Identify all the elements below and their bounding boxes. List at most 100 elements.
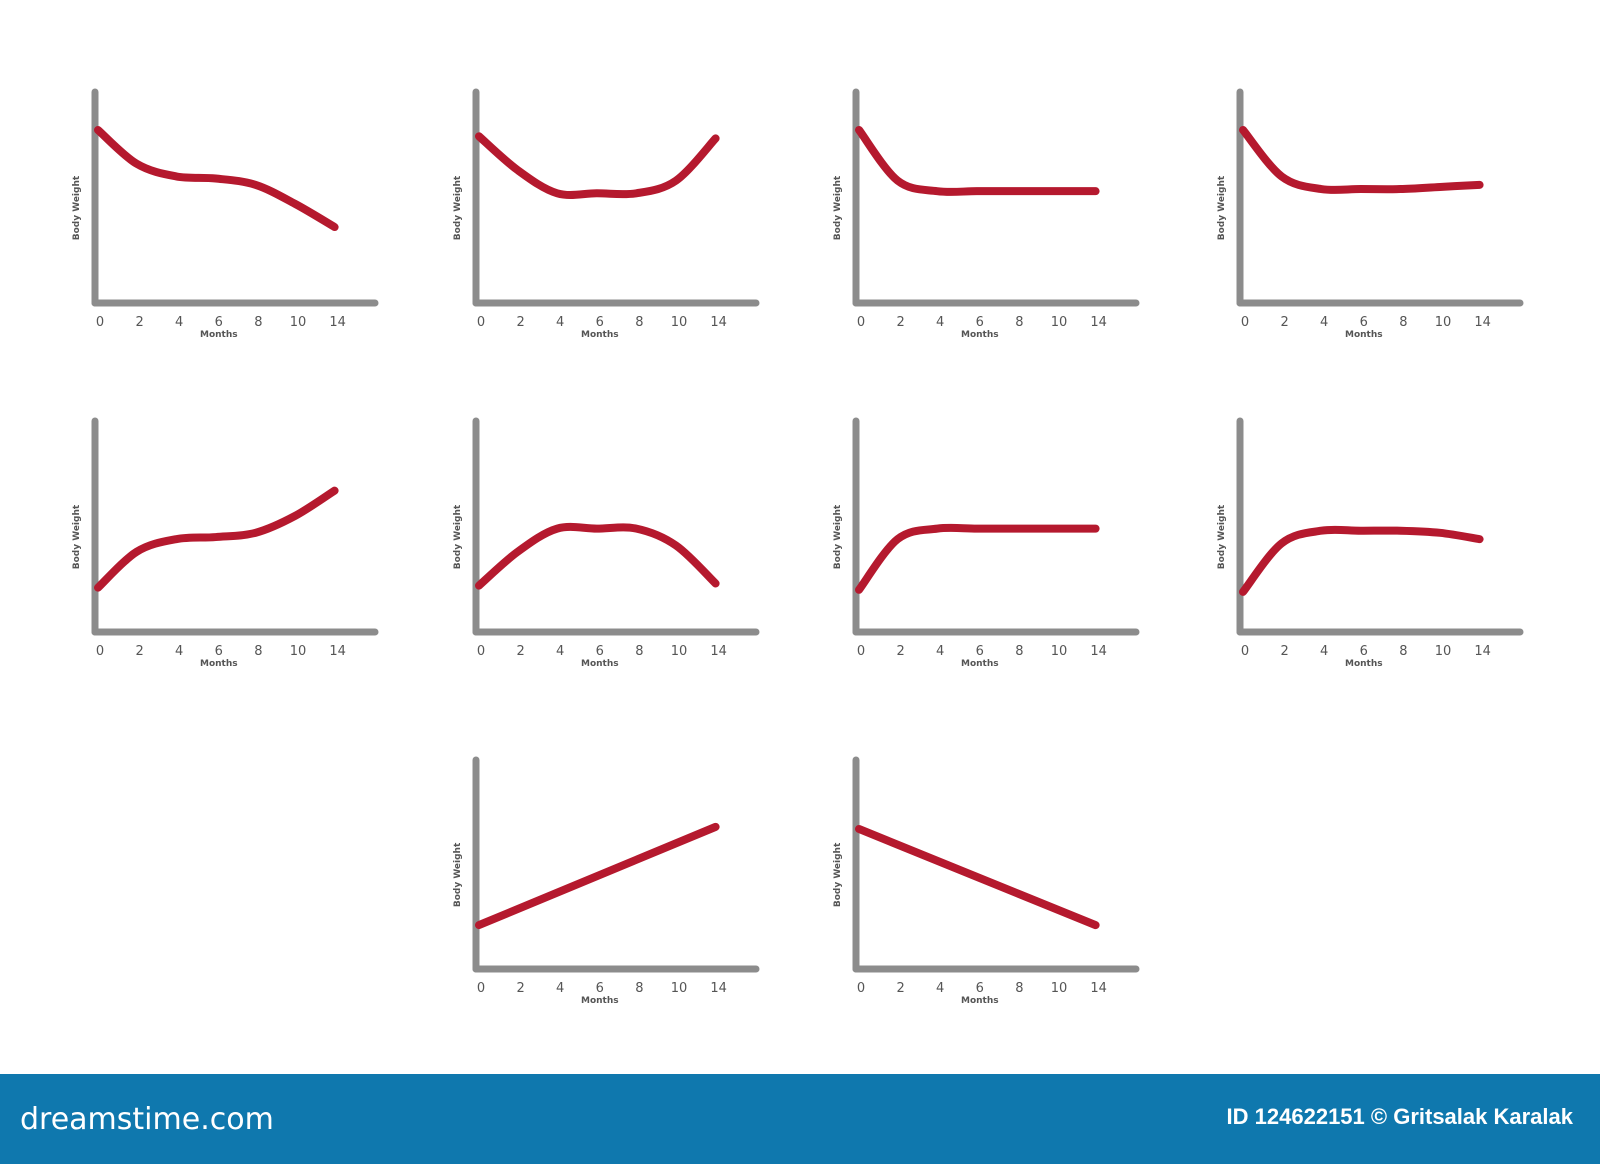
x-tick-label: 10: [290, 315, 307, 330]
x-tick-label: 8: [635, 315, 643, 330]
chart-6: 0 2 4 6 8 10 14 Months Body Weight: [453, 417, 760, 669]
chart-5: 0 2 4 6 8 10 14 Months Body Weight: [72, 417, 379, 669]
x-tick-label: 14: [1090, 315, 1107, 330]
x-tick-label: 0: [1241, 315, 1249, 330]
x-tick-label: 8: [635, 644, 643, 659]
chart-1: 0 2 4 6 8 10 14 Months Body Weight: [72, 88, 379, 340]
x-tick-label: 4: [1320, 315, 1328, 330]
x-tick-label: 0: [857, 644, 865, 659]
x-tick-label: 14: [710, 315, 727, 330]
x-axis-label: Months: [200, 659, 238, 669]
x-tick-label: 6: [1360, 644, 1368, 659]
x-tick-label: 6: [976, 644, 984, 659]
y-axis-label: Body Weight: [833, 175, 843, 240]
series-line: [855, 523, 1100, 594]
x-tick-label: 4: [556, 315, 564, 330]
x-tick-label: 2: [516, 315, 524, 330]
x-axis-label: Months: [961, 330, 999, 340]
x-tick-label: 2: [135, 315, 143, 330]
x-tick-label: 2: [896, 315, 904, 330]
x-tick-label: 8: [1015, 315, 1023, 330]
series-line: [855, 824, 1100, 930]
x-tick-label: 6: [596, 644, 604, 659]
x-tick-label: 8: [635, 981, 643, 996]
series-line: [475, 132, 720, 199]
x-tick-label: 2: [1280, 644, 1288, 659]
x-axis-label: Months: [581, 996, 619, 1006]
x-tick-label: 4: [556, 644, 564, 659]
chart-3: 0 2 4 6 8 10 14 Months Body Weight: [833, 88, 1140, 340]
x-tick-label: 8: [254, 644, 262, 659]
x-axis-label: Months: [1345, 330, 1383, 340]
series-line: [1239, 125, 1484, 194]
x-tick-label: 4: [175, 644, 183, 659]
chart-8: 0 2 4 6 8 10 14 Months Body Weight: [1217, 417, 1524, 669]
y-axis-label: Body Weight: [453, 175, 463, 240]
x-tick-label: 10: [1435, 315, 1452, 330]
y-axis-label: Body Weight: [1217, 504, 1227, 569]
x-axis-label: Months: [581, 659, 619, 669]
chart-4: 0 2 4 6 8 10 14 Months Body Weight: [1217, 88, 1524, 340]
x-tick-label: 10: [1051, 644, 1068, 659]
chart-10: 0 2 4 6 8 10 14 Months Body Weight: [833, 756, 1140, 1006]
x-tick-label: 0: [96, 315, 104, 330]
x-tick-label: 2: [1280, 315, 1288, 330]
x-tick-label: 0: [477, 644, 485, 659]
x-tick-label: 0: [1241, 644, 1249, 659]
x-tick-label: 14: [329, 644, 346, 659]
x-tick-label: 14: [329, 315, 346, 330]
y-axis-label: Body Weight: [1217, 175, 1227, 240]
x-tick-label: 2: [896, 981, 904, 996]
x-axis-label: Months: [581, 330, 619, 340]
x-tick-label: 2: [896, 644, 904, 659]
x-tick-label: 10: [1051, 315, 1068, 330]
x-tick-label: 8: [1399, 315, 1407, 330]
x-tick-label: 2: [516, 644, 524, 659]
series-line: [94, 125, 339, 232]
series-line: [475, 522, 720, 590]
x-tick-label: 4: [936, 981, 944, 996]
series-line: [1239, 525, 1484, 596]
x-tick-label: 6: [596, 981, 604, 996]
x-axis-label: Months: [1345, 659, 1383, 669]
x-tick-label: 10: [671, 315, 688, 330]
x-tick-label: 6: [1360, 315, 1368, 330]
x-tick-label: 14: [1474, 644, 1491, 659]
x-tick-label: 8: [1399, 644, 1407, 659]
x-tick-label: 10: [671, 644, 688, 659]
x-tick-label: 2: [516, 981, 524, 996]
x-tick-label: 4: [936, 644, 944, 659]
chart-9: 0 2 4 6 8 10 14 Months Body Weight: [453, 756, 760, 1006]
x-tick-label: 0: [477, 315, 485, 330]
image-credit: ID 124622151 © Gritsalak Karalak: [1226, 1104, 1573, 1129]
x-tick-label: 14: [710, 644, 727, 659]
x-axis-label: Months: [200, 330, 238, 340]
chart-7: 0 2 4 6 8 10 14 Months Body Weight: [833, 417, 1140, 669]
x-tick-label: 4: [936, 315, 944, 330]
x-tick-label: 0: [477, 981, 485, 996]
x-tick-label: 8: [254, 315, 262, 330]
chart-2: 0 2 4 6 8 10 14 Months Body Weight: [453, 88, 760, 340]
x-tick-label: 6: [215, 315, 223, 330]
series-line: [475, 822, 720, 930]
y-axis-label: Body Weight: [833, 504, 843, 569]
y-axis-label: Body Weight: [72, 175, 82, 240]
x-tick-label: 10: [1051, 981, 1068, 996]
x-tick-label: 14: [1090, 644, 1107, 659]
x-tick-label: 4: [556, 981, 564, 996]
x-tick-label: 10: [290, 644, 307, 659]
x-tick-label: 10: [1435, 644, 1452, 659]
x-tick-label: 14: [710, 981, 727, 996]
footer-bar: dreamstime.com ID 124622151 © Gritsalak …: [0, 1074, 1600, 1164]
x-tick-label: 6: [596, 315, 604, 330]
x-tick-label: 6: [976, 981, 984, 996]
x-tick-label: 0: [857, 315, 865, 330]
dreamstime-logo[interactable]: dreamstime.com: [20, 1102, 274, 1137]
x-tick-label: 8: [1015, 981, 1023, 996]
x-axis-label: Months: [961, 659, 999, 669]
x-tick-label: 10: [671, 981, 688, 996]
charts-grid: 0 2 4 6 8 10 14 Months Body Weight 0 2 4 6 8 10 14 Month…: [72, 88, 1524, 1006]
series-line: [855, 125, 1100, 196]
y-axis-label: Body Weight: [453, 504, 463, 569]
x-tick-label: 2: [135, 644, 143, 659]
